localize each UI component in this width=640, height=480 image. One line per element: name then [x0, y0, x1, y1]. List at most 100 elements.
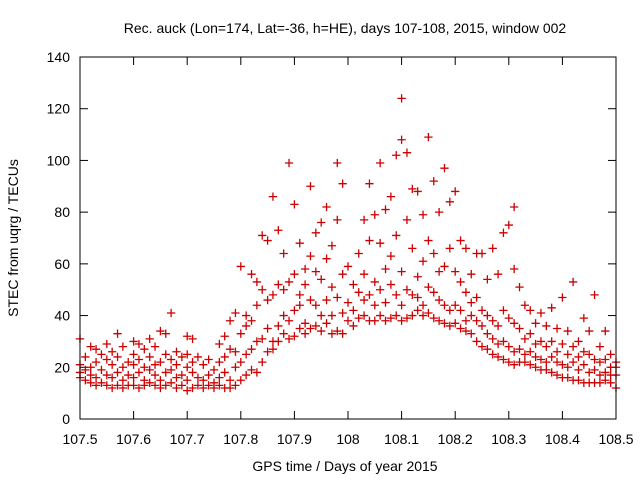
data-point: [424, 236, 433, 245]
data-point: [510, 360, 519, 369]
x-tick-label: 108.2: [438, 431, 473, 447]
data-point: [531, 319, 540, 328]
data-point: [327, 241, 337, 250]
data-point: [284, 158, 294, 168]
data-point: [129, 373, 138, 382]
data-point: [150, 370, 160, 380]
data-point: [510, 264, 519, 274]
data-point: [290, 306, 299, 315]
data-point: [392, 290, 401, 300]
data-point: [113, 329, 122, 338]
data-point: [461, 244, 471, 253]
data-point: [300, 280, 310, 289]
data-point: [236, 329, 245, 338]
data-point: [236, 357, 245, 367]
data-point: [247, 270, 256, 279]
data-point: [413, 306, 422, 315]
data-point: [172, 383, 181, 393]
data-point: [574, 365, 583, 375]
data-point: [547, 368, 556, 377]
data-point: [183, 350, 192, 359]
data-point: [258, 334, 267, 343]
data-point: [166, 365, 176, 375]
data-point: [520, 357, 530, 367]
data-point: [317, 326, 326, 336]
data-point: [493, 352, 503, 362]
data-point: [526, 306, 535, 315]
data-point: [129, 381, 138, 390]
data-point: [558, 339, 567, 349]
data-point: [568, 342, 578, 351]
data-point: [204, 381, 213, 390]
data-point: [558, 293, 567, 302]
data-point: [424, 133, 433, 142]
data-point: [300, 264, 310, 274]
data-point: [552, 370, 562, 380]
data-point: [579, 360, 588, 369]
data-point: [295, 324, 304, 333]
data-point: [156, 357, 165, 367]
y-axis-label: STEC from uqrg / TECUs: [5, 159, 21, 317]
data-point: [585, 368, 594, 377]
data-point: [504, 220, 513, 230]
data-point: [284, 334, 294, 343]
data-point: [274, 337, 283, 346]
data-point: [472, 293, 481, 302]
data-point: [563, 363, 572, 372]
data-point: [129, 360, 138, 369]
data-point: [434, 316, 444, 325]
data-point: [467, 311, 476, 320]
data-point: [242, 350, 251, 359]
data-point: [290, 200, 299, 209]
data-point: [359, 270, 369, 279]
data-point: [568, 357, 578, 367]
data-point: [150, 360, 160, 369]
y-tick-label: 120: [47, 101, 71, 117]
data-point: [183, 386, 192, 395]
data-point: [172, 360, 181, 369]
data-point: [558, 360, 567, 369]
data-point: [386, 314, 396, 323]
data-point: [402, 148, 412, 157]
data-point: [349, 306, 358, 315]
data-point: [531, 352, 540, 362]
data-point: [91, 357, 101, 367]
data-point: [585, 350, 594, 359]
data-point: [397, 301, 406, 310]
data-point: [434, 207, 444, 217]
data-point: [193, 352, 203, 362]
data-point: [504, 342, 513, 351]
data-point: [467, 329, 476, 338]
data-points: [75, 94, 621, 395]
data-point: [242, 311, 251, 320]
data-point: [279, 249, 288, 258]
data-point: [472, 337, 481, 346]
data-point: [333, 158, 342, 168]
data-point: [322, 319, 331, 328]
data-point: [488, 244, 497, 253]
data-point: [86, 370, 95, 380]
data-point: [456, 277, 465, 287]
data-point: [552, 347, 562, 356]
data-point: [424, 282, 433, 292]
data-point: [365, 179, 374, 188]
data-point: [306, 324, 315, 333]
data-point: [338, 179, 347, 188]
data-point: [97, 365, 106, 375]
data-point: [413, 272, 422, 281]
data-point: [418, 301, 428, 310]
data-point: [284, 277, 294, 287]
data-point: [370, 210, 379, 219]
data-point: [263, 347, 272, 356]
data-point: [225, 383, 235, 393]
data-point: [520, 334, 530, 343]
data-point: [97, 378, 106, 387]
x-tick-label: 107.5: [62, 431, 97, 447]
data-point: [451, 267, 460, 276]
data-point: [542, 365, 551, 375]
data-point: [563, 373, 572, 382]
data-point: [231, 363, 240, 372]
data-point: [118, 363, 128, 372]
data-point: [499, 228, 508, 237]
